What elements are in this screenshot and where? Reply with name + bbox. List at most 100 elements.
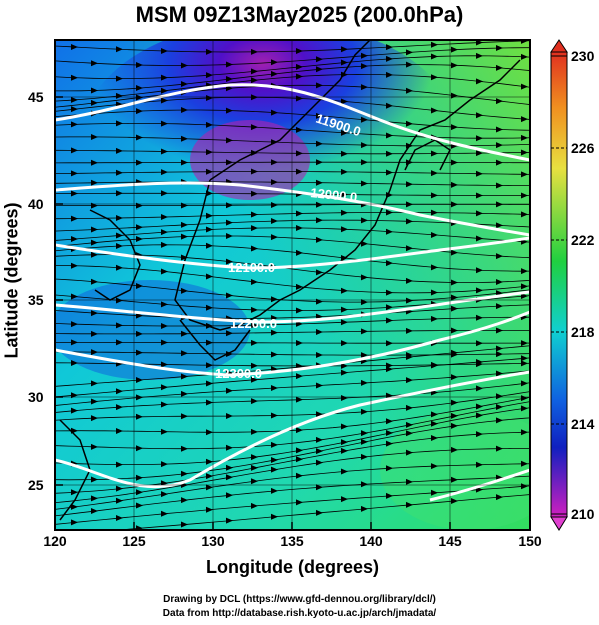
colorbar-gradient: [550, 51, 568, 518]
wind-arrowhead: [296, 307, 303, 314]
wind-arrowhead: [476, 78, 483, 85]
wind-arrowhead: [271, 466, 278, 473]
wind-arrowhead: [116, 190, 123, 197]
wind-arrowhead: [251, 322, 258, 329]
wind-arrowhead: [476, 287, 483, 294]
wind-arrowhead: [296, 396, 303, 403]
wind-arrowhead: [431, 264, 438, 271]
wind-arrowhead: [226, 492, 233, 499]
wind-arrowhead: [476, 385, 483, 392]
wind-arrowhead: [116, 297, 123, 304]
wind-arrowhead: [116, 428, 123, 435]
wind-arrowhead: [116, 75, 123, 82]
wind-arrowhead: [406, 377, 413, 384]
wind-arrowhead: [91, 415, 98, 422]
streamline: [55, 149, 530, 155]
wind-arrowhead: [226, 292, 233, 299]
contour-label-12200: 12200.0: [230, 316, 277, 331]
wind-arrowhead: [431, 420, 438, 427]
wind-arrowhead: [521, 429, 528, 436]
wind-arrowhead: [476, 112, 483, 119]
wind-arrowhead: [206, 121, 213, 128]
wind-arrowhead: [496, 404, 503, 411]
wind-arrowhead: [451, 279, 458, 286]
wind-arrowhead: [476, 461, 483, 468]
wind-arrowhead: [251, 398, 258, 405]
wind-arrowhead: [316, 112, 323, 119]
wind-arrowhead: [476, 412, 483, 419]
wind-arrowhead: [296, 126, 303, 133]
wind-arrowhead: [361, 142, 368, 149]
wind-arrowhead: [136, 282, 143, 289]
wind-arrowhead: [91, 476, 98, 483]
wind-arrowhead: [341, 468, 348, 475]
wind-arrowhead: [136, 489, 143, 496]
wind-arrowhead: [386, 102, 393, 109]
wind-arrowhead: [226, 137, 233, 144]
map-gridlines: [55, 40, 530, 530]
wind-arrowhead: [361, 180, 368, 187]
wind-arrowhead: [521, 380, 528, 387]
wind-arrowhead: [161, 74, 168, 81]
y-tick-40: 40: [28, 196, 44, 212]
wind-arrowhead: [386, 429, 393, 436]
wind-arrowhead: [161, 268, 168, 275]
wind-arrowhead: [316, 411, 323, 418]
wind-arrowhead: [316, 66, 323, 73]
wind-arrowhead: [476, 314, 483, 321]
wind-arrowhead: [271, 70, 278, 77]
wind-arrowhead: [271, 487, 278, 494]
wind-arrowhead: [496, 142, 503, 149]
wind-arrowhead: [161, 241, 168, 248]
wind-arrowhead: [361, 274, 368, 281]
wind-arrowhead: [136, 134, 143, 141]
streamline: [55, 316, 530, 327]
wind-arrowhead: [116, 147, 123, 154]
streamline: [55, 211, 530, 220]
wind-arrowhead: [136, 108, 143, 115]
wind-arrowhead: [451, 399, 458, 406]
y-tick-25: 25: [28, 477, 44, 493]
wind-arrowhead: [116, 339, 123, 346]
wind-arrowhead: [361, 408, 368, 415]
wind-arrowhead: [71, 170, 78, 177]
wind-arrowhead: [226, 474, 233, 481]
y-tick-30: 30: [28, 389, 44, 405]
wind-arrowhead: [361, 52, 368, 59]
wind-arrowhead: [91, 251, 98, 258]
temperature-field: [55, 40, 530, 530]
wind-arrowhead: [496, 126, 503, 133]
wind-arrowhead: [521, 340, 528, 347]
wind-arrowhead: [386, 465, 393, 472]
streamline: [55, 265, 530, 294]
wind-arrowhead: [181, 81, 188, 88]
wind-arrowhead: [316, 484, 323, 491]
wind-arrowhead: [361, 505, 368, 512]
wind-arrowhead: [181, 233, 188, 240]
wind-arrowhead: [496, 201, 503, 208]
wind-arrowhead: [476, 40, 483, 46]
wind-arrowhead: [521, 171, 528, 178]
contour-label-12100: 12100.0: [228, 260, 275, 275]
wind-arrowhead: [161, 120, 168, 127]
wind-arrowhead: [251, 339, 258, 346]
wind-arrowhead: [116, 242, 123, 249]
wind-arrowhead: [206, 72, 213, 79]
wind-arrowhead: [161, 322, 168, 329]
wind-arrowhead: [341, 394, 348, 401]
wind-arrowhead: [406, 353, 413, 360]
wind-arrowhead: [296, 427, 303, 434]
wind-arrowhead: [341, 191, 348, 198]
wind-arrowhead: [316, 140, 323, 147]
wind-arrowhead: [71, 519, 78, 526]
wind-arrowhead: [476, 52, 483, 59]
wind-arrowhead: [116, 264, 123, 271]
wind-arrowhead: [136, 330, 143, 337]
wind-arrowhead: [476, 340, 483, 347]
wind-arrowhead: [71, 262, 78, 269]
wind-arrowhead: [206, 242, 213, 249]
wind-arrowhead: [136, 224, 143, 231]
wind-arrowhead: [341, 46, 348, 53]
wind-arrowhead: [431, 434, 438, 441]
wind-arrowhead: [251, 464, 258, 471]
